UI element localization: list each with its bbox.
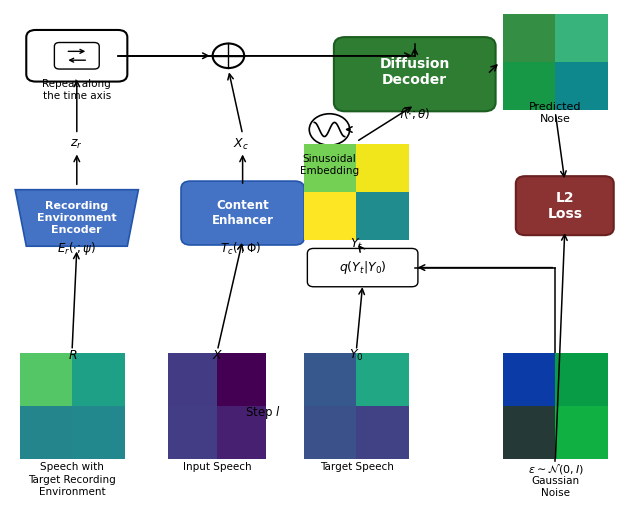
Text: $Y_0$: $Y_0$	[349, 348, 364, 363]
Circle shape	[212, 44, 244, 68]
Text: $f(\cdot;\theta)$: $f(\cdot;\theta)$	[399, 106, 431, 121]
FancyBboxPatch shape	[307, 248, 418, 287]
Text: Speech with
Target Recording
Environment: Speech with Target Recording Environment	[29, 462, 116, 497]
Text: $X$: $X$	[212, 349, 223, 362]
FancyBboxPatch shape	[334, 37, 495, 111]
Text: $z_r$: $z_r$	[70, 138, 83, 151]
Text: Step $l$: Step $l$	[245, 403, 281, 421]
Text: $E_r(\cdot;\psi)$: $E_r(\cdot;\psi)$	[57, 240, 97, 258]
FancyBboxPatch shape	[181, 181, 304, 245]
Text: L2
Loss: L2 Loss	[547, 190, 582, 221]
Circle shape	[309, 114, 349, 145]
Text: Repeat along
the time axis: Repeat along the time axis	[42, 79, 111, 101]
Text: $q(Y_t|Y_0)$: $q(Y_t|Y_0)$	[339, 259, 387, 276]
FancyBboxPatch shape	[516, 176, 614, 235]
Text: Sinusoidal
Embedding: Sinusoidal Embedding	[300, 154, 359, 176]
FancyBboxPatch shape	[54, 43, 99, 69]
Text: $X_c$: $X_c$	[233, 137, 249, 152]
Text: $T_c(\cdot;\Phi)$: $T_c(\cdot;\Phi)$	[220, 241, 262, 257]
Polygon shape	[15, 189, 138, 246]
Text: Input Speech: Input Speech	[183, 462, 252, 472]
Text: Diffusion
Decoder: Diffusion Decoder	[380, 57, 450, 87]
Text: $\epsilon \sim \mathcal{N}(0, I)$: $\epsilon \sim \mathcal{N}(0, I)$	[527, 462, 584, 476]
Text: Content
Enhancer: Content Enhancer	[212, 199, 274, 227]
Text: $R$: $R$	[68, 349, 77, 362]
Text: Recording
Environment
Encoder: Recording Environment Encoder	[37, 201, 116, 235]
Text: Target Speech: Target Speech	[320, 462, 394, 472]
Text: Predicted
Noise: Predicted Noise	[529, 102, 582, 124]
FancyBboxPatch shape	[26, 30, 127, 82]
Text: Gaussian
Noise: Gaussian Noise	[532, 476, 580, 498]
Text: $Y_t$: $Y_t$	[350, 236, 364, 251]
